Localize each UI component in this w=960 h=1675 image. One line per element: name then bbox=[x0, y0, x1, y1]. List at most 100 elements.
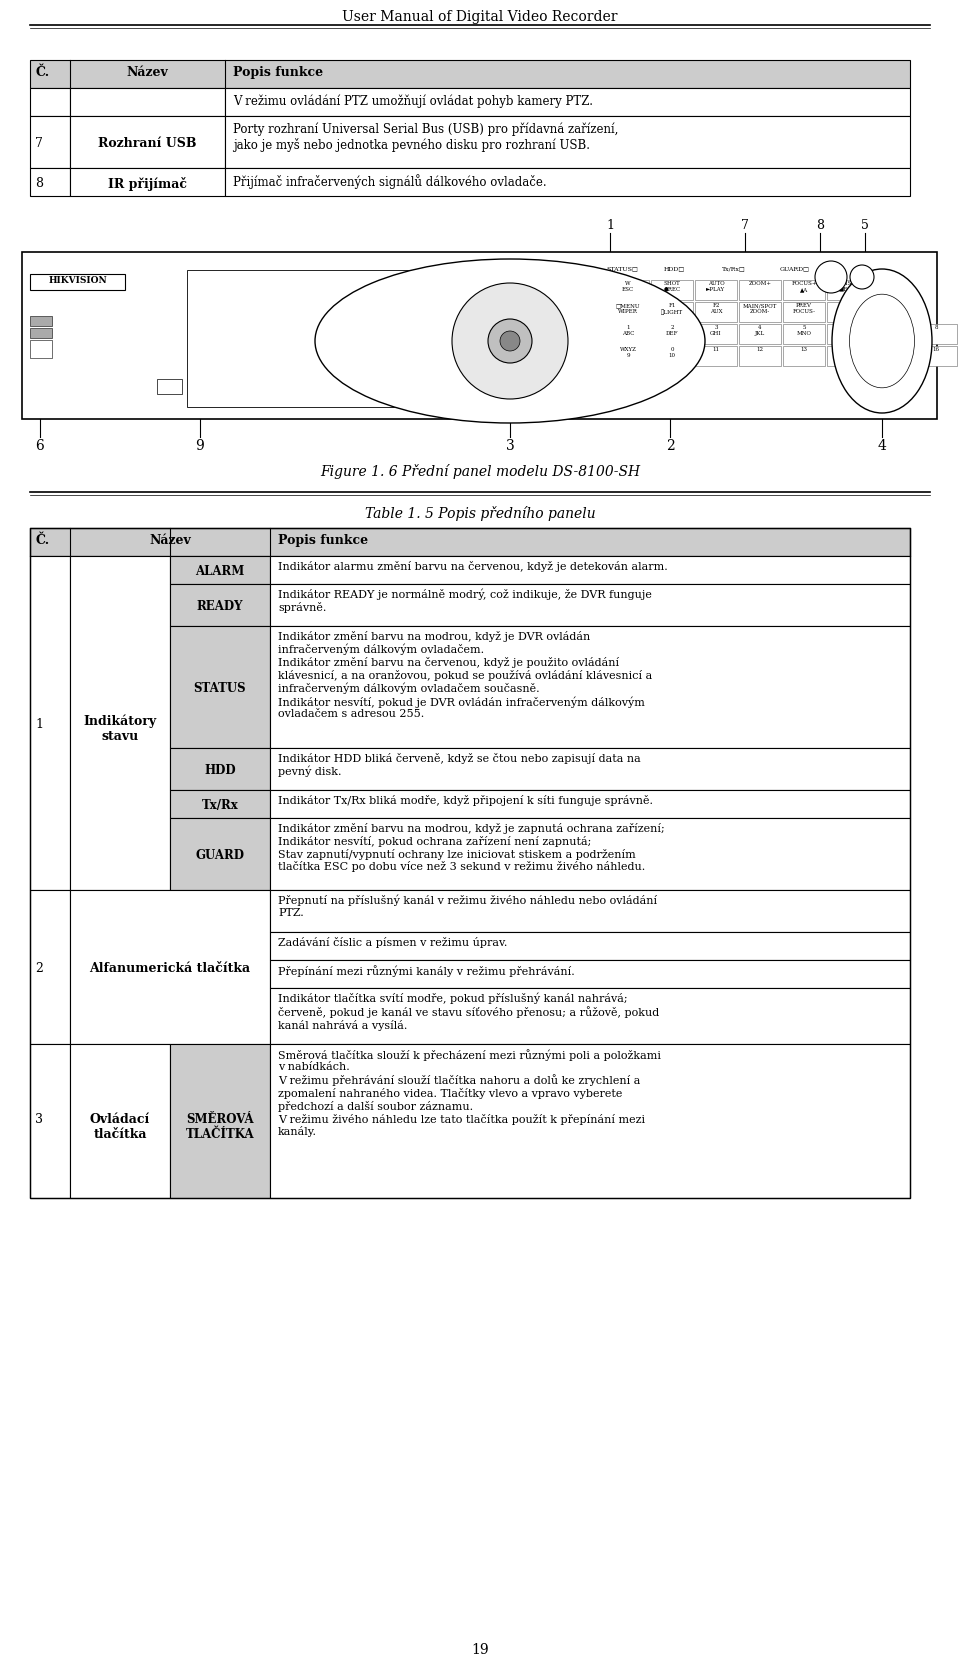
Bar bbox=[270, 626, 910, 749]
Bar bbox=[270, 749, 910, 791]
Bar bbox=[170, 585, 270, 626]
Bar bbox=[70, 556, 170, 889]
Text: 1: 1 bbox=[35, 719, 43, 730]
Text: □MENU
WIPER: □MENU WIPER bbox=[615, 303, 640, 313]
Bar bbox=[270, 988, 910, 1044]
Bar bbox=[187, 270, 457, 407]
Ellipse shape bbox=[832, 270, 932, 414]
Bar bbox=[827, 280, 869, 300]
Text: 15: 15 bbox=[889, 347, 896, 352]
Text: Indikátor READY je normálně modrý, což indikuje, že DVR funguje
správně.: Indikátor READY je normálně modrý, což i… bbox=[278, 590, 652, 613]
Text: 3: 3 bbox=[506, 439, 515, 452]
Text: ALARM□: ALARM□ bbox=[490, 266, 520, 271]
Text: ◀: ◀ bbox=[468, 333, 475, 342]
Text: Popis funkce: Popis funkce bbox=[233, 65, 324, 79]
Bar bbox=[30, 317, 52, 327]
Text: READY: READY bbox=[197, 600, 243, 613]
Bar bbox=[695, 347, 737, 367]
Text: STATUS: STATUS bbox=[194, 682, 247, 695]
Text: 4
JKL: 4 JKL bbox=[755, 325, 765, 335]
Bar bbox=[739, 323, 781, 343]
Text: 2
DEF: 2 DEF bbox=[665, 325, 679, 335]
Text: Směrová tlačítka slouží k přecházení mezi různými poli a položkami
v nabídkách.
: Směrová tlačítka slouží k přecházení mez… bbox=[278, 1049, 661, 1137]
Text: SHOT
●REC: SHOT ●REC bbox=[663, 281, 681, 291]
Bar bbox=[607, 280, 649, 300]
Text: 16: 16 bbox=[932, 347, 940, 352]
Text: 2: 2 bbox=[35, 961, 43, 975]
Bar bbox=[70, 89, 225, 116]
Text: 6
PQRS: 6 PQRS bbox=[840, 325, 856, 335]
Text: STATUS□: STATUS□ bbox=[606, 266, 637, 271]
Text: Název: Název bbox=[126, 65, 168, 79]
Bar bbox=[225, 168, 910, 196]
Bar bbox=[270, 791, 910, 817]
Text: IR přijímač: IR přijímač bbox=[108, 178, 186, 191]
Bar bbox=[270, 556, 910, 585]
Bar bbox=[783, 302, 825, 322]
Text: 3
GHI: 3 GHI bbox=[710, 325, 722, 335]
Text: FOCUS+
▲A: FOCUS+ ▲A bbox=[791, 281, 817, 291]
Text: W
ESC: W ESC bbox=[622, 281, 634, 291]
Text: ▲: ▲ bbox=[507, 295, 514, 303]
Text: Přijímač infračervených signálů dálkového ovladače.: Přijímač infračervených signálů dálkovéh… bbox=[233, 174, 546, 189]
Text: 7: 7 bbox=[35, 137, 43, 151]
Bar bbox=[739, 280, 781, 300]
Text: 5: 5 bbox=[861, 219, 869, 233]
Bar bbox=[70, 889, 270, 1044]
Circle shape bbox=[452, 283, 568, 399]
Text: 8: 8 bbox=[934, 325, 938, 330]
Text: ▽: ▽ bbox=[507, 370, 514, 379]
Text: Indikátor HDD bliká červeně, když se čtou nebo zapisují data na
pevný disk.: Indikátor HDD bliká červeně, když se čto… bbox=[278, 754, 640, 777]
Text: Přepínání mezi různými kanály v režimu přehrávání.: Přepínání mezi různými kanály v režimu p… bbox=[278, 965, 575, 977]
Bar bbox=[30, 340, 52, 358]
Bar bbox=[22, 251, 937, 419]
Bar bbox=[607, 323, 649, 343]
Text: 2: 2 bbox=[665, 439, 674, 452]
Text: PREV
FOCUS-: PREV FOCUS- bbox=[793, 303, 815, 313]
Text: 0
10: 0 10 bbox=[668, 347, 676, 358]
Bar bbox=[783, 347, 825, 367]
Text: Název: Název bbox=[149, 534, 191, 548]
Bar bbox=[827, 347, 869, 367]
Bar bbox=[915, 323, 957, 343]
Bar bbox=[30, 1044, 70, 1198]
Text: HDD□: HDD□ bbox=[664, 266, 685, 271]
Bar bbox=[270, 1044, 910, 1198]
Text: 12: 12 bbox=[756, 347, 763, 352]
Text: ←: ← bbox=[505, 332, 515, 342]
Text: WXYZ
9: WXYZ 9 bbox=[619, 347, 636, 358]
Text: ALARM: ALARM bbox=[196, 564, 245, 578]
Bar bbox=[915, 347, 957, 367]
Text: ⏻: ⏻ bbox=[859, 268, 865, 278]
Text: Rozhraní USB: Rozhraní USB bbox=[98, 137, 196, 151]
Bar bbox=[270, 817, 910, 889]
Text: F1
☆LIGHT: F1 ☆LIGHT bbox=[660, 303, 684, 315]
Bar bbox=[30, 89, 70, 116]
Circle shape bbox=[850, 265, 874, 290]
Text: Alfanumerická tlačítka: Alfanumerická tlačítka bbox=[89, 961, 251, 975]
Bar bbox=[270, 960, 910, 988]
Text: Tx/Rx□: Tx/Rx□ bbox=[722, 266, 746, 271]
Text: Indikátory
stavu: Indikátory stavu bbox=[84, 715, 156, 744]
Text: 9: 9 bbox=[196, 439, 204, 452]
Bar bbox=[30, 168, 70, 196]
Text: Tx/Rx: Tx/Rx bbox=[202, 799, 238, 812]
Bar bbox=[30, 328, 52, 338]
Text: PTZ
IRIS-: PTZ IRIS- bbox=[841, 303, 855, 313]
Text: 1: 1 bbox=[606, 219, 614, 233]
Bar bbox=[170, 626, 270, 749]
Text: 19: 19 bbox=[471, 1643, 489, 1657]
Text: 7
TUV: 7 TUV bbox=[886, 325, 899, 335]
Circle shape bbox=[500, 332, 520, 352]
Bar bbox=[651, 347, 693, 367]
Bar bbox=[170, 817, 270, 889]
Bar bbox=[651, 280, 693, 300]
Text: 5
MNO: 5 MNO bbox=[797, 325, 811, 335]
Text: 13: 13 bbox=[801, 347, 807, 352]
Text: Přepnutí na příslušný kanál v režimu živého náhledu nebo ovládání
PTZ.: Přepnutí na příslušný kanál v režimu živ… bbox=[278, 894, 658, 918]
Text: AUTO
►PLAY: AUTO ►PLAY bbox=[707, 281, 726, 291]
Bar bbox=[170, 791, 270, 817]
Text: Indikátor alarmu změní barvu na červenou, když je detekován alarm.: Indikátor alarmu změní barvu na červenou… bbox=[278, 561, 668, 573]
Ellipse shape bbox=[315, 260, 705, 424]
Bar bbox=[270, 931, 910, 960]
